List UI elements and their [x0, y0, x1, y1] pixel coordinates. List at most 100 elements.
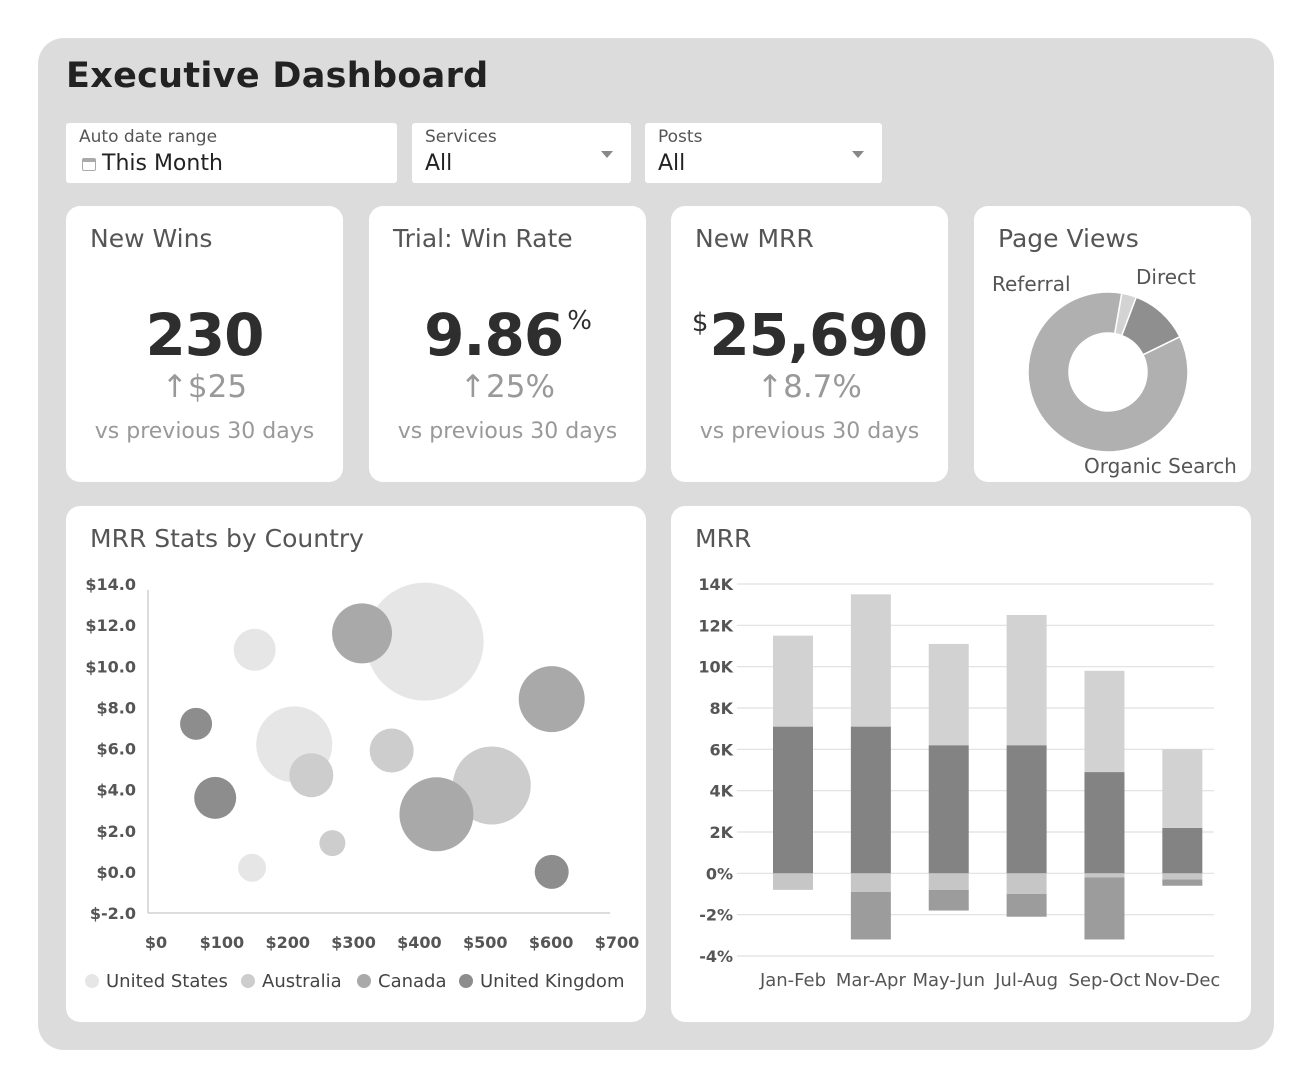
date-range-value: This Month — [82, 151, 223, 176]
bubble-point — [289, 753, 334, 798]
date-range-label: Auto date range — [79, 127, 218, 147]
donut-slice-label: Referral — [992, 272, 1071, 296]
new-wins-card[interactable]: New Wins 230 ↑$25 vs previous 30 days — [66, 206, 343, 482]
x-category-label: Jul-Aug — [994, 970, 1058, 991]
bar-segment — [850, 891, 891, 940]
y-tick-label: -2% — [699, 906, 733, 925]
x-tick-label: $600 — [529, 933, 574, 952]
kpi-delta: ↑25% — [460, 369, 555, 405]
donut-slice-label: Organic Search — [1084, 454, 1237, 478]
y-tick-label: $-2.0 — [90, 904, 136, 923]
bar-segment — [1084, 873, 1125, 878]
x-category-label: Jan-Feb — [759, 970, 826, 991]
bar-segment — [850, 726, 891, 874]
y-tick-label: 12K — [698, 616, 733, 635]
kpi-value-wrap: 9.86% — [369, 301, 646, 369]
posts-dropdown[interactable]: Posts All — [645, 123, 882, 183]
mrr-by-country-bubble-chart: $14.0 $12.0 $10.0 $8.0 $6.0 $4.0 $2.0 $0.0 $-2.0… — [85, 575, 639, 992]
bar-segment — [1162, 873, 1203, 880]
y-tick-label: $0.0 — [97, 863, 136, 882]
bar-segment — [1006, 745, 1047, 874]
card-title: New Wins — [90, 224, 213, 253]
legend-marker — [85, 974, 99, 988]
bar-segment — [773, 873, 813, 890]
y-tick-label: $12.0 — [85, 616, 136, 635]
bar-segment — [928, 745, 969, 874]
kpi-compare: vs previous 30 days — [94, 419, 315, 444]
bar-segment — [928, 643, 969, 746]
chevron-down-icon — [601, 151, 613, 158]
bubble-point — [194, 776, 237, 819]
date-range-filter[interactable]: Auto date range This Month — [66, 123, 397, 183]
page-views-card[interactable]: Page Views Referral Direct Organic Search — [974, 206, 1251, 482]
kpi-delta: ↑8.7% — [757, 369, 862, 405]
legend-marker — [357, 974, 371, 988]
y-tick-label: $14.0 — [85, 575, 136, 594]
legend-marker — [241, 974, 255, 988]
y-tick-label: 6K — [709, 740, 733, 759]
y-tick-label: 2K — [709, 823, 733, 842]
mrr-stacked-bar-chart: 14K 12K 10K 8K 6K 4K 2K 0% -2% -4% Jan-Feb Mar-Apr M… — [698, 575, 1220, 991]
y-tick-label: -4% — [699, 947, 733, 966]
y-tick-label: $6.0 — [97, 740, 136, 759]
posts-value: All — [658, 151, 686, 176]
new-mrr-card[interactable]: New MRR $25,690 ↑8.7% vs previous 30 day… — [671, 206, 948, 482]
card-title: Trial: Win Rate — [393, 224, 573, 253]
y-tick-label: 0% — [706, 864, 733, 883]
card-title: New MRR — [695, 224, 814, 253]
bubble-point — [534, 854, 569, 889]
kpi-compare: vs previous 30 days — [397, 419, 618, 444]
bar-segment — [1006, 615, 1047, 746]
bar-segment — [1084, 670, 1125, 773]
bar-segment — [850, 873, 891, 892]
kpi-value-wrap: $25,690 — [671, 301, 948, 369]
bar-segment — [1084, 877, 1125, 940]
bubble-point — [332, 603, 393, 664]
kpi-value: 230 — [145, 301, 264, 369]
x-category-label: May-Jun — [912, 970, 985, 991]
x-tick-label: $500 — [463, 933, 508, 952]
legend-label: Australia — [262, 971, 342, 992]
bar-segment — [1006, 894, 1047, 917]
kpi-value: 25,690 — [709, 301, 928, 369]
calendar-icon — [82, 158, 96, 171]
bar-segment — [773, 726, 813, 874]
x-tick-label: $200 — [265, 933, 310, 952]
bar-segment — [773, 635, 813, 727]
bar-segment — [928, 873, 969, 890]
kpi-delta: ↑$25 — [161, 369, 248, 405]
services-value: All — [425, 151, 453, 176]
mrr-by-country-card[interactable]: MRR Stats by Country $14.0 $12.0 $10.0 $8.0… — [66, 506, 646, 1022]
services-dropdown[interactable]: Services All — [412, 123, 631, 183]
bar-segment — [1162, 827, 1203, 874]
y-tick-label: $10.0 — [85, 657, 136, 676]
kpi-value: 9.86 — [424, 301, 564, 369]
legend-label: Canada — [378, 971, 447, 992]
kpi-compare: vs previous 30 days — [699, 419, 920, 444]
y-tick-label: 4K — [709, 782, 733, 801]
x-tick-label: $400 — [397, 933, 442, 952]
bar-segment — [1162, 879, 1203, 886]
win-rate-card[interactable]: Trial: Win Rate 9.86% ↑25% vs previous 3… — [369, 206, 646, 482]
kpi-prefix: $ — [691, 308, 709, 338]
bar-segment — [850, 594, 891, 727]
bubble-point — [452, 746, 531, 825]
y-tick-label: 10K — [698, 658, 733, 677]
y-tick-label: 14K — [698, 575, 733, 594]
page-views-donut-chart: Referral Direct Organic Search — [992, 265, 1237, 478]
donut-slice-label: Direct — [1136, 265, 1196, 289]
bubble-point — [233, 628, 276, 671]
bubble-point — [365, 582, 484, 701]
mrr-card[interactable]: MRR 14K 12K 10K 8K 6K 4K 2K 0% -2% -4% Jan-Feb Mar-… — [671, 506, 1251, 1022]
card-title: MRR Stats by Country — [90, 524, 364, 553]
y-tick-label: $4.0 — [97, 781, 136, 800]
kpi-unit: % — [567, 306, 592, 336]
services-label: Services — [425, 127, 497, 147]
bubble-point — [319, 830, 346, 857]
legend-label: United States — [106, 971, 228, 992]
x-tick-label: $300 — [331, 933, 376, 952]
bar-segment — [1084, 772, 1125, 874]
y-tick-label: 8K — [709, 699, 733, 718]
chevron-down-icon — [852, 151, 864, 158]
page-title: Executive Dashboard — [66, 56, 489, 96]
